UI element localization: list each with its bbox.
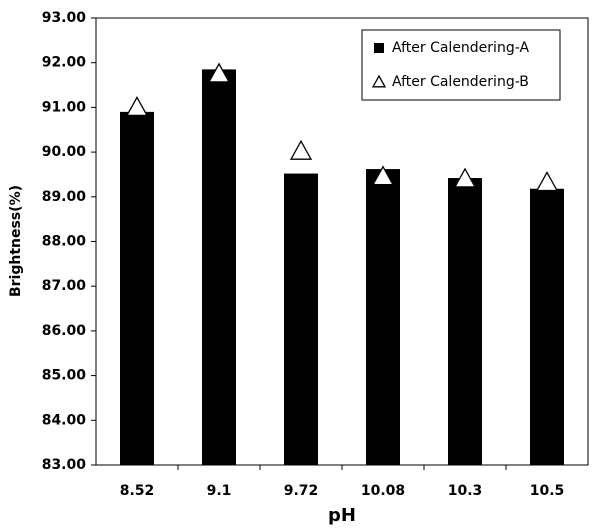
- y-tick-label: 83.00: [42, 457, 87, 473]
- x-tick-label: 8.52: [120, 483, 155, 499]
- bar: [284, 173, 318, 465]
- triangle-marker: [289, 139, 313, 160]
- x-tick-label: 10.5: [530, 483, 565, 499]
- y-tick-label: 86.00: [42, 323, 87, 339]
- legend-swatch: [371, 74, 387, 88]
- x-tick-label: 9.72: [284, 483, 319, 499]
- y-tick-label: 90.00: [42, 144, 87, 160]
- triangle-marker: [207, 62, 231, 83]
- x-axis-label: pH: [328, 505, 356, 526]
- triangle-marker: [535, 171, 559, 192]
- legend-label: After Calendering-B: [392, 74, 529, 90]
- x-tick-label: 9.1: [207, 483, 232, 499]
- legend-box: [361, 29, 561, 101]
- y-tick-label: 91.00: [42, 99, 87, 115]
- bar: [448, 178, 482, 465]
- bar: [120, 111, 154, 466]
- x-tick-label: 10.08: [361, 483, 405, 499]
- bar: [530, 188, 564, 465]
- y-tick-label: 85.00: [42, 368, 87, 384]
- x-tick-label: 10.3: [448, 483, 483, 499]
- bar: [366, 169, 400, 465]
- y-tick-label: 89.00: [42, 189, 87, 205]
- legend-label: After Calendering-A: [392, 40, 529, 56]
- legend-swatch: [374, 43, 384, 53]
- y-tick-label: 88.00: [42, 234, 87, 250]
- triangle-marker: [125, 96, 149, 117]
- y-axis-label: Brightness(%): [8, 185, 24, 297]
- y-tick-label: 93.00: [42, 10, 87, 26]
- triangle-marker: [371, 165, 395, 186]
- y-tick-label: 84.00: [42, 412, 87, 428]
- y-tick-label: 92.00: [42, 55, 87, 71]
- y-tick-label: 87.00: [42, 278, 87, 294]
- bar: [202, 69, 236, 465]
- triangle-marker: [453, 167, 477, 188]
